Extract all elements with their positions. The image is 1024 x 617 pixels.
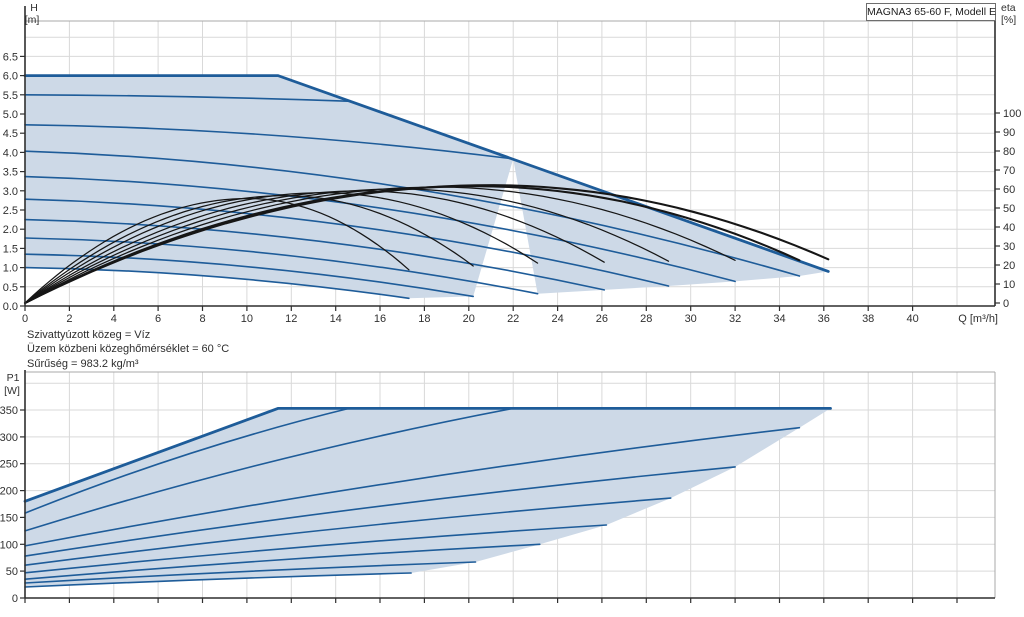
top-efficiency-curves xyxy=(23,184,830,305)
h-tick-label: 0.5 xyxy=(3,282,18,294)
top-ticks xyxy=(20,55,1000,311)
h-tick-label: 1.5 xyxy=(3,243,18,255)
eta-axis-unit: [%] xyxy=(1001,14,1016,26)
q-tick-label: 12 xyxy=(285,313,297,325)
q-axis-label: Q [m³/h] xyxy=(958,313,998,325)
q-tick-label: 36 xyxy=(818,313,830,325)
eta-tick-label: 30 xyxy=(1003,241,1015,253)
note-density: Sűrűség = 983.2 kg/m³ xyxy=(27,357,139,370)
p1-axis-unit: [W] xyxy=(4,385,20,397)
q-tick-label: 40 xyxy=(906,313,918,325)
pump-curve xyxy=(24,124,514,160)
power-curve xyxy=(24,524,608,574)
h-tick-label: 2.0 xyxy=(3,224,18,236)
p1-tick-label: 100 xyxy=(0,539,18,551)
p1-tick-label: 350 xyxy=(0,405,18,417)
q-tick-label: 4 xyxy=(111,313,117,325)
h-tick-label: 3.5 xyxy=(3,167,18,179)
eta-tick-label: 20 xyxy=(1003,260,1015,272)
q-tick-label: 20 xyxy=(463,313,475,325)
h-tick-label: 4.0 xyxy=(3,147,18,159)
q-tick-label: 30 xyxy=(685,313,697,325)
eta-axis-label: eta xyxy=(1001,2,1016,14)
q-tick-label: 6 xyxy=(155,313,161,325)
eta-tick-label: 80 xyxy=(1003,146,1015,158)
pump-curve xyxy=(24,175,736,283)
p1-tick-label: 200 xyxy=(0,486,18,498)
p1-tick-label: 150 xyxy=(0,512,18,524)
pump-curve xyxy=(24,218,605,291)
h-tick-label: 4.5 xyxy=(3,128,18,140)
eta-tick-label: 10 xyxy=(1003,279,1015,291)
power-curve xyxy=(23,407,832,503)
efficiency-curve xyxy=(24,192,539,304)
h-tick-label: 5.5 xyxy=(3,90,18,102)
q-tick-label: 10 xyxy=(241,313,253,325)
power-curve xyxy=(24,543,541,580)
note-medium: Szivattyúzott közeg = Víz xyxy=(27,329,151,341)
bottom-frame xyxy=(24,370,996,599)
power-curve xyxy=(24,466,736,557)
pump-curve xyxy=(24,94,352,103)
bottom-tick-labels: 0 50 100 150 200 250 300 350 xyxy=(0,405,18,605)
h-tick-label: 5.0 xyxy=(3,109,18,121)
p1-tick-label: 0 xyxy=(12,593,18,605)
eta-tick-label: 40 xyxy=(1003,222,1015,234)
power-curve xyxy=(24,407,350,514)
efficiency-curve xyxy=(24,195,474,304)
h-axis-unit: [m] xyxy=(25,14,40,26)
operating-conditions: Szivattyúzott közeg = Víz Üzem közbeni k… xyxy=(27,328,229,371)
q-tick-label: 38 xyxy=(862,313,874,325)
q-tick-label: 8 xyxy=(199,313,205,325)
note-temperature: Üzem közbeni közeghőmérséklet = 60 °C xyxy=(27,343,230,356)
p1-tick-label: 250 xyxy=(0,459,18,471)
h-tick-label: 1.0 xyxy=(3,263,18,275)
power-curve xyxy=(24,407,514,532)
power-curve xyxy=(24,497,672,566)
eta-tick-label: 50 xyxy=(1003,203,1015,215)
efficiency-curve xyxy=(24,197,410,304)
q-tick-label: 28 xyxy=(640,313,652,325)
q-tick-label: 0 xyxy=(22,313,28,325)
q-tick-label: 26 xyxy=(596,313,608,325)
q-tick-label: 32 xyxy=(729,313,741,325)
eta-tick-label: 70 xyxy=(1003,165,1015,177)
q-tick-label: 2 xyxy=(66,313,72,325)
p1-tick-label: 50 xyxy=(6,566,18,578)
efficiency-curve xyxy=(23,185,801,305)
h-tick-label: 6.0 xyxy=(3,71,18,83)
p1-tick-label: 300 xyxy=(0,432,18,444)
eta-tick-label: 100 xyxy=(1003,108,1021,120)
pump-curve xyxy=(24,237,539,295)
h-tick-label: 0.0 xyxy=(3,301,18,313)
q-tick-label: 34 xyxy=(773,313,785,325)
power-curve xyxy=(24,572,412,588)
bottom-operating-envelope xyxy=(25,408,831,587)
bottom-power-curves xyxy=(23,407,832,588)
q-tick-label: 16 xyxy=(374,313,386,325)
power-curve xyxy=(24,561,477,584)
bottom-ticks xyxy=(20,409,958,603)
eta-tick-label: 0 xyxy=(1003,298,1009,310)
h-axis-label: H xyxy=(30,2,38,14)
h-tick-label: 2.5 xyxy=(3,205,18,217)
p1-axis-label: P1 xyxy=(7,372,20,384)
eta-tick-label: 90 xyxy=(1003,127,1015,139)
eta-tick-label: 60 xyxy=(1003,184,1015,196)
envelope-fill xyxy=(25,408,831,587)
q-tick-label: 22 xyxy=(507,313,519,325)
q-tick-label: 14 xyxy=(330,313,342,325)
h-tick-label: 3.0 xyxy=(3,186,18,198)
power-curve xyxy=(24,426,801,547)
q-tick-label: 18 xyxy=(418,313,430,325)
top-chart: 0.0 0.5 1.0 1.5 2.0 2.5 3.0 3.5 4.0 4.5 5.0 5.5 6.0 6… xyxy=(3,2,1022,325)
bottom-chart: 0 50 100 150 200 250 300 350 P1 [W] xyxy=(0,370,996,605)
q-tick-label: 24 xyxy=(551,313,563,325)
h-tick-label: 6.5 xyxy=(3,51,18,63)
pump-curve xyxy=(24,253,474,298)
top-tick-labels: 0.0 0.5 1.0 1.5 2.0 2.5 3.0 3.5 4.0 4.5 5.0 5.5 6.0 6… xyxy=(3,51,1022,325)
pump-model-title: MAGNA3 65-60 F, Modell E xyxy=(866,3,996,21)
